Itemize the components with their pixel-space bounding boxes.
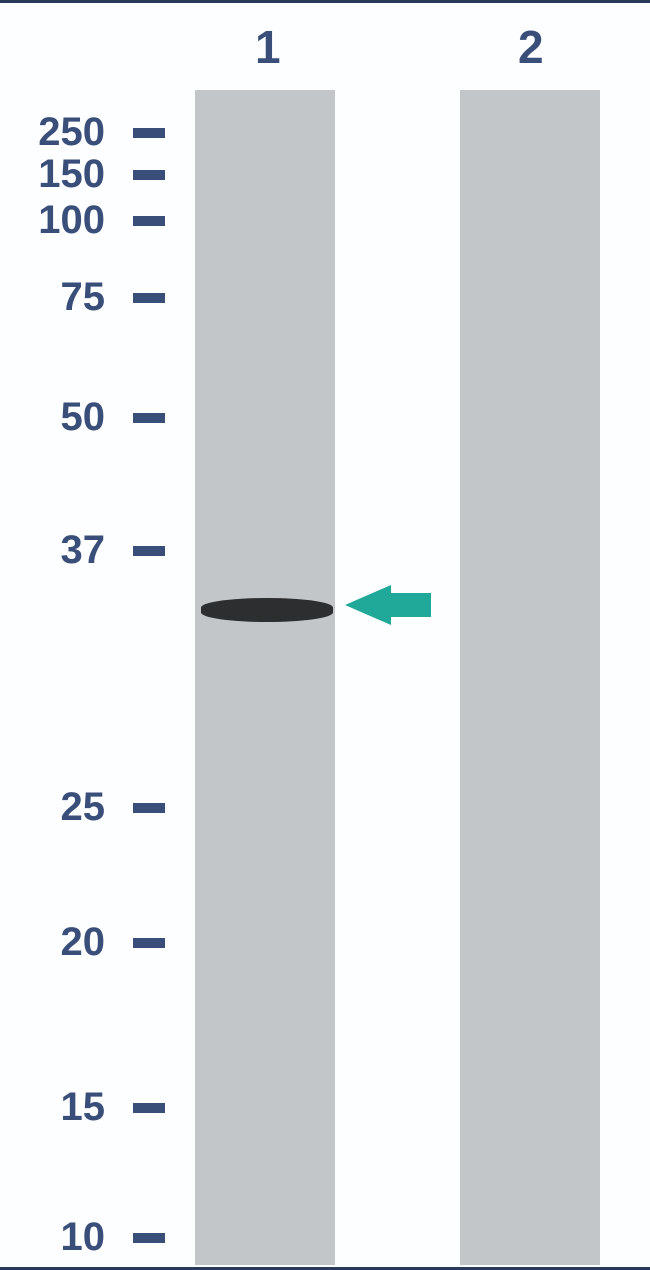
marker-label-100: 100	[0, 198, 105, 243]
marker-row-20: 20	[0, 920, 165, 965]
lane-1	[195, 90, 335, 1265]
marker-row-75: 75	[0, 275, 165, 320]
marker-label-50: 50	[0, 395, 105, 440]
marker-row-150: 150	[0, 152, 165, 197]
marker-row-10: 10	[0, 1215, 165, 1260]
marker-row-15: 15	[0, 1085, 165, 1130]
marker-tick-15	[133, 1103, 165, 1113]
arrow-head-icon	[345, 585, 391, 625]
marker-row-100: 100	[0, 198, 165, 243]
marker-row-250: 250	[0, 110, 165, 155]
marker-tick-75	[133, 293, 165, 303]
marker-label-15: 15	[0, 1085, 105, 1130]
marker-tick-50	[133, 413, 165, 423]
marker-row-25: 25	[0, 785, 165, 830]
lane-2	[460, 90, 600, 1265]
marker-tick-25	[133, 803, 165, 813]
marker-label-150: 150	[0, 152, 105, 197]
marker-label-75: 75	[0, 275, 105, 320]
marker-tick-150	[133, 170, 165, 180]
marker-label-25: 25	[0, 785, 105, 830]
marker-tick-37	[133, 546, 165, 556]
arrow-shaft	[391, 593, 431, 617]
marker-tick-250	[133, 128, 165, 138]
band-arrow	[345, 585, 431, 625]
marker-row-37: 37	[0, 528, 165, 573]
marker-label-20: 20	[0, 920, 105, 965]
marker-tick-100	[133, 216, 165, 226]
marker-tick-20	[133, 938, 165, 948]
marker-label-250: 250	[0, 110, 105, 155]
marker-tick-10	[133, 1233, 165, 1243]
marker-label-37: 37	[0, 528, 105, 573]
lane-header-2: 2	[518, 20, 544, 74]
marker-row-50: 50	[0, 395, 165, 440]
lane-header-1: 1	[255, 20, 281, 74]
marker-label-10: 10	[0, 1215, 105, 1260]
protein-band	[201, 598, 333, 622]
